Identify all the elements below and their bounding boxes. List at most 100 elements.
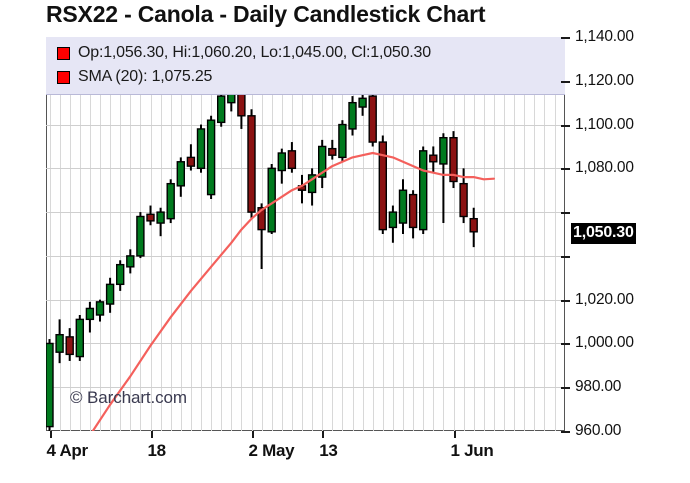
grid-line-vertical (252, 37, 253, 431)
grid-line-vertical (555, 37, 556, 431)
candle-body-up (216, 95, 226, 124)
grid-line-vertical (292, 37, 293, 431)
y-axis-label: 1,120.00 (575, 71, 634, 89)
grid-line-vertical (353, 37, 354, 431)
candlestick (166, 179, 175, 224)
grid-line-horizontal (46, 343, 565, 344)
y-axis-label: 1,140.00 (575, 28, 634, 45)
y-axis-tick (561, 81, 570, 83)
grid-line-vertical (322, 37, 323, 431)
sma-swatch-icon (57, 70, 70, 84)
grid-line-vertical (151, 37, 152, 431)
y-axis-label: 1,080.00 (575, 159, 634, 177)
candlestick (247, 109, 256, 219)
y-axis-label: 1,100.00 (575, 115, 634, 133)
grid-line-vertical (282, 37, 283, 431)
candle-body-up (206, 119, 216, 196)
candlestick (318, 139, 327, 189)
y-axis-label: 980.00 (575, 378, 622, 396)
grid-line-vertical (544, 37, 545, 431)
candle-body-up (75, 318, 84, 358)
candle-body-up (348, 101, 357, 130)
x-axis-label: 4 Apr (46, 441, 89, 460)
candle-body-up (46, 342, 54, 428)
candlestick (136, 212, 145, 259)
grid-line-vertical (464, 37, 465, 431)
candlestick (449, 131, 458, 189)
candle-body-up (115, 263, 125, 286)
grid-line-vertical (433, 37, 434, 431)
y-axis-tick (561, 387, 570, 389)
candle-body-down (287, 150, 297, 170)
candle-body-up (318, 145, 327, 178)
legend-row-ohlc: Op:1,056.30, Hi:1,060.20, Lo:1,045.00, C… (57, 44, 431, 62)
grid-line-vertical (534, 37, 535, 431)
grid-line-vertical (454, 37, 455, 431)
plot-area: Op:1,056.30, Hi:1,060.20, Lo:1,045.00, C… (46, 37, 565, 431)
candle-body-down (65, 336, 74, 356)
candle-body-up (85, 307, 95, 321)
grid-line-vertical (332, 37, 333, 431)
grid-line-horizontal (46, 212, 565, 213)
x-axis-tick (322, 431, 324, 438)
grid-line-vertical (484, 37, 485, 431)
candlestick (85, 301, 95, 333)
plot-background (46, 37, 565, 431)
candle-body-down (247, 115, 256, 213)
grid-line-vertical (241, 37, 242, 431)
candlestick (398, 179, 408, 234)
grid-line-horizontal (46, 387, 565, 388)
x-axis-tick (454, 431, 456, 438)
x-axis-label: 2 May (248, 441, 295, 460)
grid-line-vertical (201, 37, 202, 431)
candlestick (469, 207, 478, 248)
candle-body-up (267, 167, 276, 233)
grid-line-vertical (181, 37, 182, 431)
y-axis-label: 1,020.00 (575, 290, 634, 308)
candlestick (378, 135, 387, 234)
x-axis-tick (151, 431, 153, 438)
candlestick (257, 203, 266, 270)
candle-body-up (398, 189, 408, 224)
candlestick (105, 277, 115, 313)
grid-line-vertical (494, 37, 495, 431)
candlestick (216, 89, 226, 127)
candlestick (307, 168, 317, 206)
candle-body-down (257, 207, 266, 231)
x-axis-label: 13 (319, 441, 338, 460)
candle-body-up (176, 161, 186, 187)
candle-body-down (469, 217, 478, 233)
grid-line-vertical (90, 37, 91, 431)
candlestick (95, 299, 105, 322)
legend-row-sma: SMA (20): 1,075.25 (57, 68, 212, 86)
grid-line-vertical (221, 37, 222, 431)
grid-line-vertical (363, 37, 364, 431)
candlestick (388, 205, 398, 243)
grid-line-vertical (100, 37, 101, 431)
candlestick (287, 142, 297, 173)
candlestick (146, 205, 155, 226)
x-axis-tick (50, 431, 52, 438)
candle-body-down (186, 156, 196, 167)
candlestick (277, 148, 287, 184)
grid-line-vertical (60, 37, 61, 431)
chart-legend: Op:1,056.30, Hi:1,060.20, Lo:1,045.00, C… (46, 37, 565, 95)
x-axis-label: 1 Jun (450, 441, 494, 460)
y-axis-tick (561, 125, 570, 127)
candlestick (429, 146, 438, 173)
candle-body-down (146, 213, 155, 222)
candle-body-up (126, 255, 135, 268)
candlestick (186, 144, 196, 171)
candlestick (439, 133, 448, 224)
y-axis-tick (561, 168, 570, 170)
candlestick (75, 314, 84, 361)
candle-body-up (388, 211, 398, 229)
candle-body-down (408, 193, 418, 229)
grid-line-vertical (231, 37, 232, 431)
candle-body-up (156, 211, 165, 224)
candle-body-up (95, 301, 105, 316)
legend-sma-label: SMA (20): 1,075.25 (78, 68, 213, 85)
y-axis-tick (561, 431, 570, 433)
candlestick (408, 190, 418, 239)
